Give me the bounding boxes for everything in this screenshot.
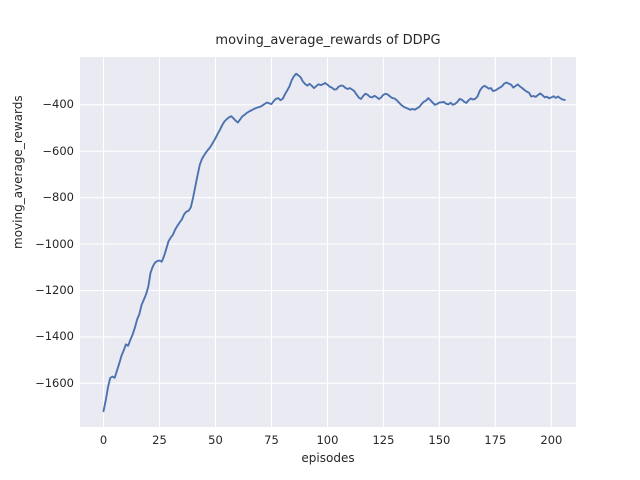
plot-area	[80, 57, 576, 427]
gridlines	[80, 57, 576, 427]
x-tick-label: 25	[152, 433, 167, 447]
y-tick-label: −600	[42, 143, 74, 158]
x-tick-label: 200	[540, 433, 563, 447]
x-tick-label: 75	[264, 433, 279, 447]
y-tick-label: −1200	[35, 283, 74, 297]
y-tick-label: −800	[42, 190, 74, 205]
y-axis-label: moving_average_rewards	[11, 95, 25, 249]
x-tick-label: 175	[484, 433, 507, 447]
chart-title: moving_average_rewards of DDPG	[215, 33, 441, 48]
x-tick-label: 125	[372, 433, 395, 447]
x-tick-label: 0	[99, 433, 108, 447]
y-tick-label: −1600	[35, 375, 74, 390]
reward-line	[102, 72, 566, 413]
x-tick-label: 150	[428, 433, 451, 447]
x-axis-label: episodes	[301, 451, 355, 465]
y-tick-label: −1400	[35, 329, 74, 344]
x-tick-label: 100	[316, 433, 339, 447]
x-tick-label: 50	[208, 433, 223, 447]
plot-svg	[80, 57, 576, 427]
y-tick-label: −400	[42, 97, 74, 112]
y-tick-label: −1000	[35, 236, 74, 251]
